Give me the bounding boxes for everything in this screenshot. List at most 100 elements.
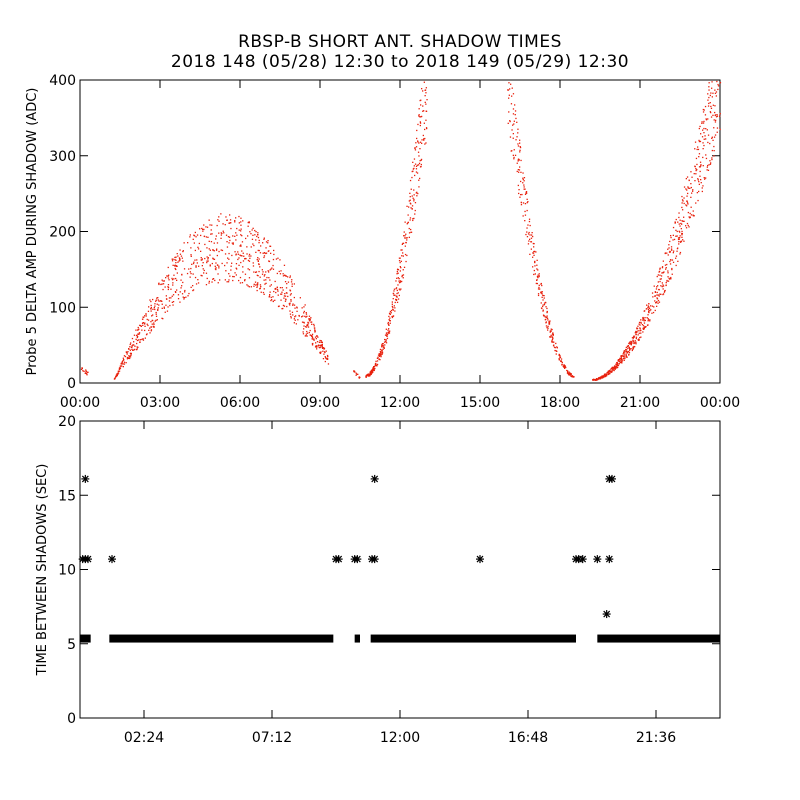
- amplitude-point: [242, 271, 244, 273]
- amplitude-point: [537, 277, 539, 279]
- amplitude-point: [184, 291, 186, 293]
- amplitude-point: [711, 137, 713, 139]
- amplitude-point: [654, 291, 657, 293]
- amplitude-point: [665, 267, 667, 269]
- amplitude-point: [284, 295, 287, 297]
- amplitude-point: [270, 268, 272, 270]
- amplitude-point: [668, 277, 670, 279]
- amplitude-point: [667, 272, 669, 274]
- amplitude-point: [508, 82, 510, 84]
- x-tick-label: 09:00: [300, 395, 340, 411]
- amplitude-point: [526, 231, 528, 233]
- amplitude-point: [425, 87, 427, 89]
- amplitude-point: [276, 286, 278, 288]
- amplitude-point: [129, 357, 131, 360]
- amplitude-point: [268, 271, 270, 273]
- amplitude-point: [598, 377, 600, 380]
- x-tick-label: 12:00: [380, 395, 420, 411]
- amplitude-point: [682, 209, 684, 211]
- amplitude-point: [189, 234, 191, 236]
- amplitude-point: [226, 219, 228, 221]
- amplitude-point: [695, 169, 697, 172]
- amplitude-point: [553, 346, 556, 348]
- amplitude-point: [704, 178, 706, 180]
- amplitude-point: [138, 339, 140, 341]
- amplitude-point: [321, 341, 323, 343]
- amplitude-point: [708, 89, 710, 91]
- amplitude-point: [161, 300, 163, 302]
- amplitude-point: [125, 351, 127, 353]
- amplitude-point: [635, 336, 638, 338]
- amplitude-point: [686, 205, 688, 207]
- amplitude-point: [156, 319, 158, 321]
- amplitude-point: [128, 356, 130, 359]
- amplitude-point: [267, 250, 269, 252]
- amplitude-point: [558, 353, 560, 356]
- amplitude-point: [242, 260, 245, 262]
- amplitude-point: [283, 297, 285, 299]
- amplitude-point: [253, 285, 255, 287]
- amplitude-point: [283, 264, 286, 266]
- amplitude-point: [674, 222, 676, 224]
- amplitude-point: [419, 160, 421, 162]
- amplitude-point: [269, 291, 271, 293]
- amplitude-point: [541, 284, 543, 287]
- amplitude-point: [172, 282, 174, 284]
- amplitude-point: [415, 165, 418, 167]
- amplitude-point: [708, 164, 710, 166]
- interval-point: [370, 474, 379, 483]
- amplitude-point: [133, 334, 136, 336]
- amplitude-point: [222, 230, 224, 232]
- amplitude-point: [378, 354, 381, 356]
- amplitude-point: [134, 348, 136, 351]
- amplitude-point: [257, 249, 259, 252]
- amplitude-point: [175, 277, 177, 280]
- amplitude-point: [316, 335, 318, 337]
- amplitude-point: [290, 299, 292, 301]
- amplitude-point: [396, 292, 398, 295]
- amplitude-point: [176, 289, 178, 291]
- interval-point: [353, 555, 362, 564]
- amplitude-point: [683, 197, 685, 199]
- amplitude-point: [151, 315, 153, 317]
- amplitude-point: [518, 192, 520, 195]
- amplitude-point: [520, 159, 522, 162]
- amplitude-point: [247, 268, 249, 270]
- amplitude-point: [293, 304, 296, 306]
- amplitude-point: [303, 328, 305, 330]
- amplitude-point: [271, 267, 273, 269]
- amplitude-point: [420, 116, 422, 118]
- amplitude-point: [211, 233, 213, 235]
- amplitude-point: [238, 222, 240, 224]
- amplitude-point: [677, 247, 679, 249]
- amplitude-point: [136, 339, 139, 342]
- amplitude-point: [381, 349, 383, 351]
- amplitude-point: [121, 365, 123, 367]
- amplitude-point: [316, 346, 318, 348]
- amplitude-point: [263, 288, 265, 290]
- amplitude-point: [405, 260, 407, 263]
- amplitude-point: [263, 252, 266, 254]
- amplitude-point: [425, 92, 427, 94]
- amplitude-point: [516, 136, 518, 138]
- amplitude-point: [82, 370, 84, 372]
- amplitude-point: [200, 250, 202, 252]
- amplitude-point: [716, 127, 719, 129]
- amplitude-point: [382, 345, 384, 347]
- y-tick-label: 5: [67, 637, 76, 653]
- amplitude-point: [672, 252, 674, 254]
- amplitude-point: [128, 355, 130, 357]
- amplitude-point: [200, 234, 202, 237]
- amplitude-point: [424, 101, 426, 103]
- amplitude-point: [719, 113, 721, 115]
- amplitude-point: [563, 364, 565, 366]
- amplitude-point: [311, 321, 313, 323]
- amplitude-point: [551, 328, 553, 331]
- amplitude-point: [641, 324, 644, 326]
- amplitude-point: [131, 337, 134, 340]
- amplitude-point: [715, 91, 718, 93]
- amplitude-point: [295, 323, 297, 325]
- amplitude-point: [203, 269, 205, 272]
- amplitude-point: [323, 348, 325, 350]
- amplitude-point: [149, 299, 151, 301]
